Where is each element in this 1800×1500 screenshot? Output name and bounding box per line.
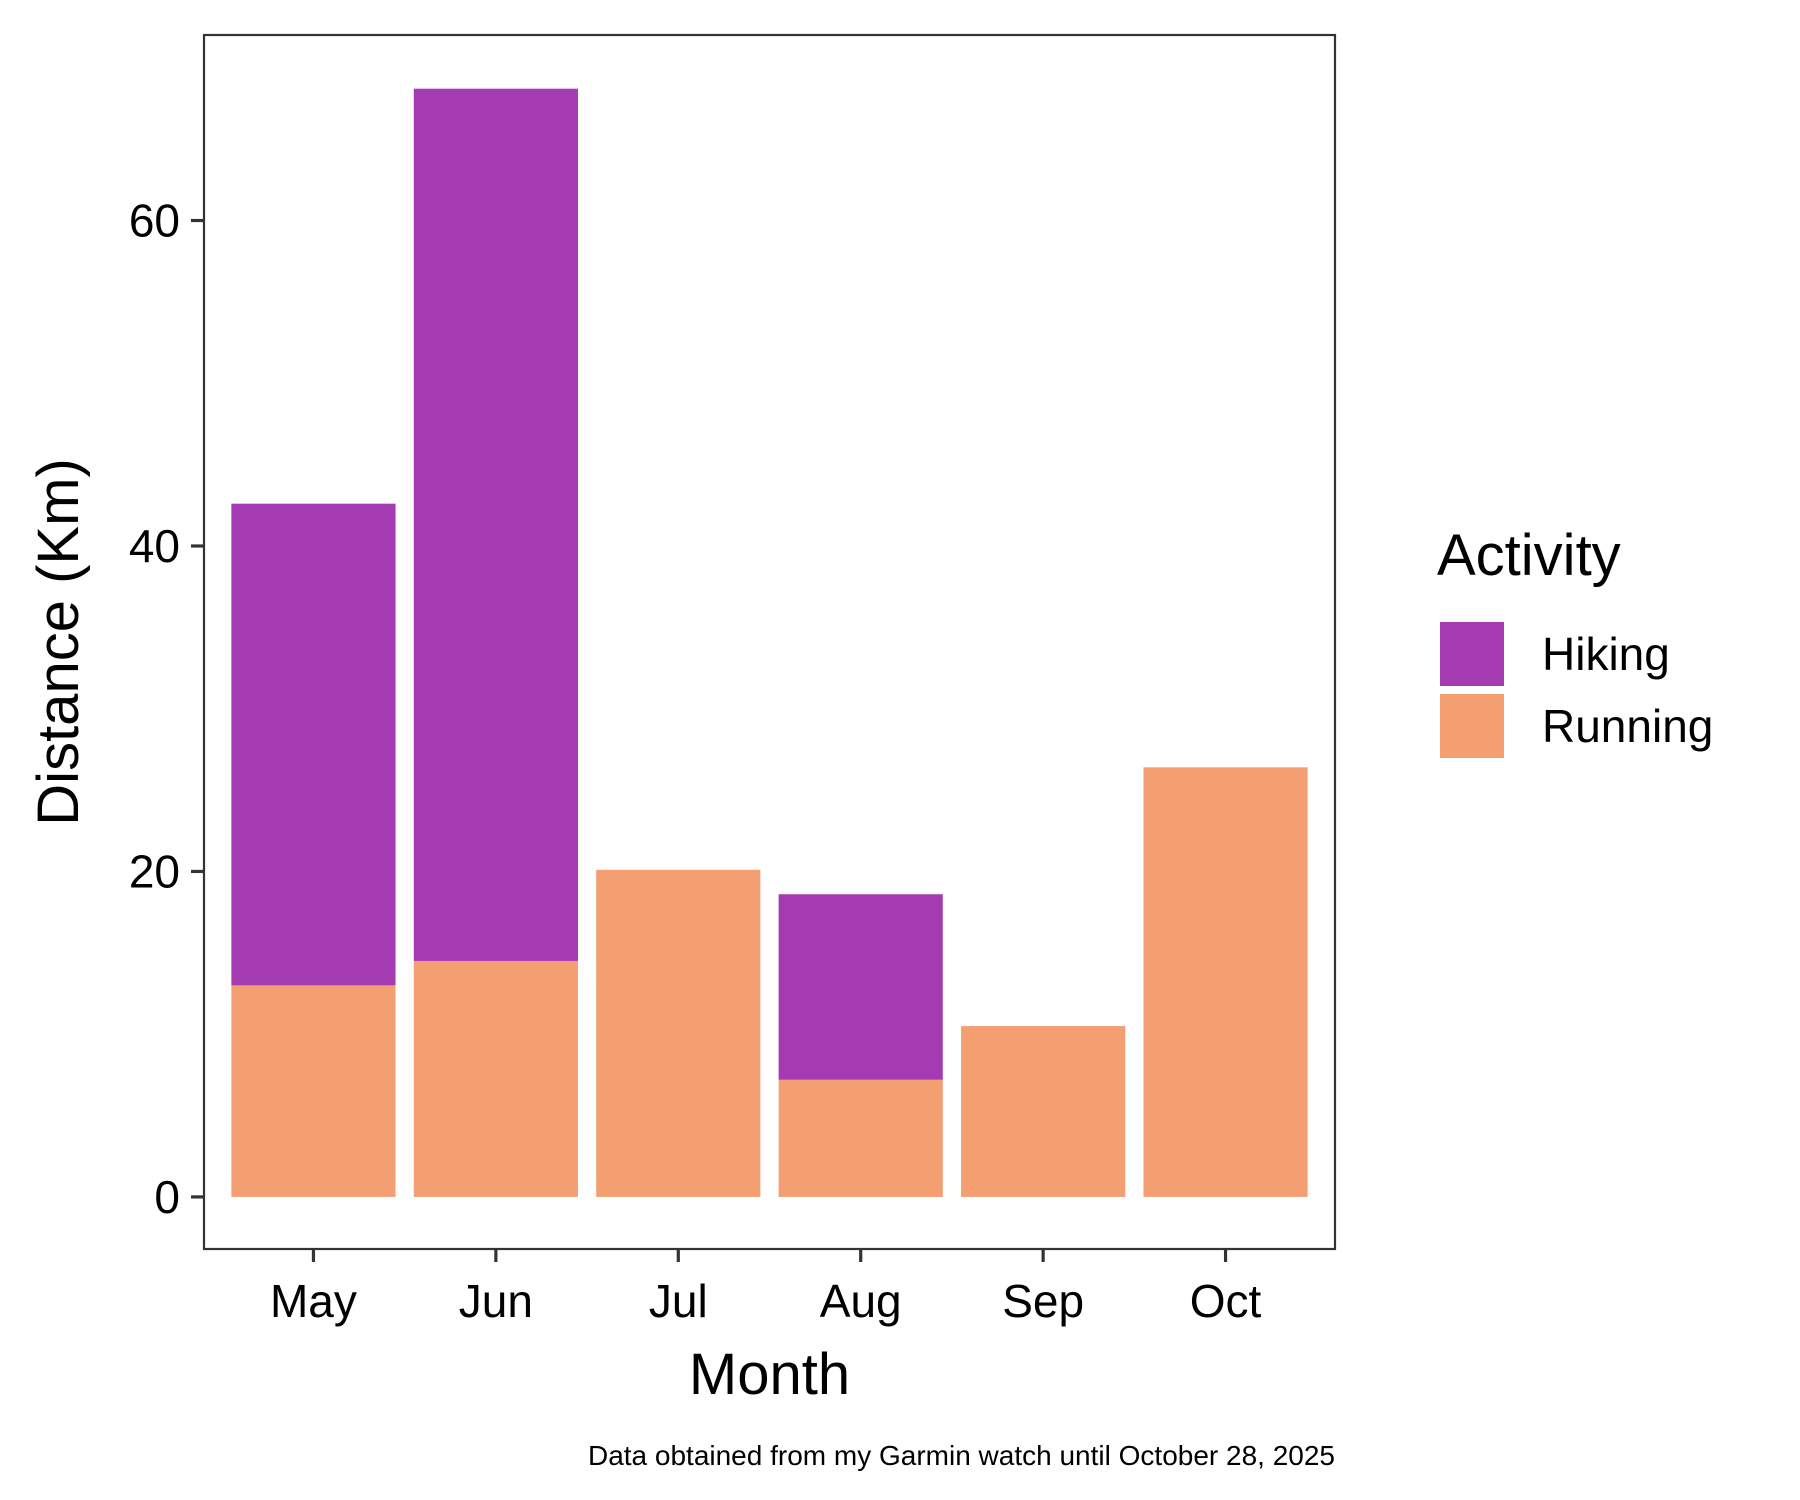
- x-axis-title: Month: [689, 1342, 850, 1407]
- bar-hiking-jun: [413, 88, 578, 961]
- bar-running-oct: [1143, 767, 1308, 1197]
- legend-label-hiking: Hiking: [1542, 628, 1670, 680]
- y-axis: 0 20 40 60: [129, 195, 204, 1223]
- legend-swatch-hiking: [1440, 622, 1504, 686]
- legend: Activity Hiking Running: [1437, 523, 1713, 758]
- x-tick-label: Jun: [459, 1275, 533, 1327]
- x-tick-label: Oct: [1190, 1275, 1262, 1327]
- bar-hiking-may: [231, 503, 396, 986]
- x-tick-label: Jul: [649, 1275, 708, 1327]
- y-tick-label: 0: [154, 1171, 180, 1223]
- bar-hiking-aug: [778, 894, 943, 1080]
- bar-running-jun: [413, 960, 578, 1197]
- bars-layer: [231, 88, 1308, 1197]
- y-tick-label: 60: [129, 195, 180, 247]
- legend-swatch-running: [1440, 694, 1504, 758]
- bar-running-may: [231, 985, 396, 1197]
- y-tick-label: 40: [129, 520, 180, 572]
- x-tick-label: Sep: [1002, 1275, 1084, 1327]
- panel-border: [202, 33, 1337, 1251]
- legend-title: Activity: [1437, 523, 1621, 588]
- bar-running-jul: [596, 869, 761, 1197]
- x-tick-label: Aug: [820, 1275, 902, 1327]
- caption: Data obtained from my Garmin watch until…: [588, 1440, 1335, 1471]
- x-axis: May Jun Jul Aug Sep Oct: [270, 1249, 1262, 1327]
- bar-running-aug: [778, 1079, 943, 1197]
- bar-running-sep: [961, 1026, 1126, 1197]
- y-axis-title: Distance (Km): [26, 458, 91, 825]
- x-tick-label: May: [270, 1275, 357, 1327]
- y-tick-label: 20: [129, 845, 180, 897]
- legend-label-running: Running: [1542, 700, 1713, 752]
